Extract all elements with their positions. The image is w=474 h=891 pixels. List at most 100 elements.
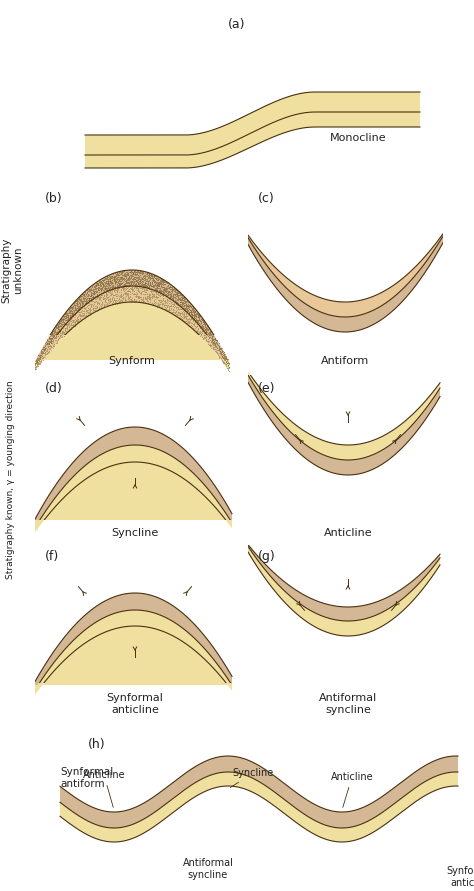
Point [69, 307, 77, 322]
Point [112, 270, 119, 284]
Point [123, 264, 131, 278]
Point [100, 272, 108, 286]
Point [34, 351, 41, 365]
Point [65, 306, 73, 320]
Point [34, 355, 42, 369]
Point [125, 280, 132, 294]
Point [205, 331, 213, 345]
Point [69, 307, 77, 321]
Point [159, 281, 166, 295]
Point [167, 280, 174, 294]
Point [178, 312, 185, 326]
Point [66, 310, 74, 324]
Point [213, 333, 220, 347]
Point [153, 273, 161, 287]
Point [188, 307, 195, 322]
Point [49, 329, 56, 343]
Point [197, 328, 205, 342]
Point [128, 267, 135, 282]
Point [222, 356, 230, 370]
Point [220, 347, 228, 362]
Point [137, 281, 144, 295]
Point [176, 298, 183, 313]
Point [165, 301, 173, 315]
Point [109, 276, 117, 290]
Point [65, 323, 73, 337]
Point [190, 302, 197, 316]
Point [95, 277, 102, 291]
Point [136, 264, 143, 278]
Point [143, 289, 150, 303]
Point [182, 306, 190, 320]
Point [111, 285, 118, 299]
Point [73, 297, 81, 311]
Point [155, 292, 163, 307]
Point [104, 283, 111, 298]
Point [81, 311, 88, 325]
Point [203, 324, 210, 339]
Point [191, 315, 199, 329]
Point [149, 289, 157, 303]
Point [157, 273, 165, 287]
Point [168, 290, 176, 305]
Point [207, 327, 215, 341]
Point [204, 326, 212, 340]
Point [190, 310, 198, 324]
Point [70, 298, 78, 313]
Point [131, 278, 139, 292]
Point [207, 324, 215, 339]
Point [64, 319, 71, 333]
Point [172, 284, 179, 298]
Point [110, 281, 118, 295]
Point [160, 292, 167, 307]
Point [46, 344, 53, 358]
Point [100, 290, 107, 305]
Point [95, 282, 102, 297]
Point [221, 357, 229, 372]
Point [176, 307, 184, 321]
Point [89, 283, 96, 298]
Point [206, 338, 213, 352]
Point [154, 271, 162, 285]
Point [197, 327, 205, 341]
Point [96, 276, 103, 290]
Point [121, 267, 128, 282]
Point [162, 284, 169, 298]
Point [82, 296, 89, 310]
Point [75, 305, 82, 319]
Point [73, 305, 80, 319]
Point [146, 274, 154, 289]
Point [67, 309, 74, 323]
Point [100, 291, 107, 306]
Point [198, 331, 206, 345]
Point [100, 279, 107, 293]
Point [62, 307, 70, 321]
Point [185, 306, 193, 320]
Point [171, 285, 178, 299]
Point [56, 328, 64, 342]
Point [210, 339, 217, 353]
Point [39, 341, 46, 356]
Point [129, 274, 137, 289]
Point [141, 273, 148, 287]
Point [190, 307, 198, 322]
Point [162, 282, 169, 297]
Point [79, 290, 87, 305]
Point [208, 329, 216, 343]
Point [205, 321, 212, 335]
Point [142, 277, 149, 291]
Point [201, 316, 208, 331]
Point [115, 276, 123, 290]
Point [177, 306, 185, 320]
Point [131, 280, 139, 294]
Point [49, 332, 56, 347]
Point [156, 282, 164, 297]
Point [221, 352, 229, 366]
Point [113, 283, 120, 298]
Point [128, 276, 135, 290]
Point [197, 315, 204, 329]
Point [201, 330, 209, 344]
Point [85, 293, 93, 307]
Point [102, 279, 110, 293]
Point [143, 266, 151, 281]
